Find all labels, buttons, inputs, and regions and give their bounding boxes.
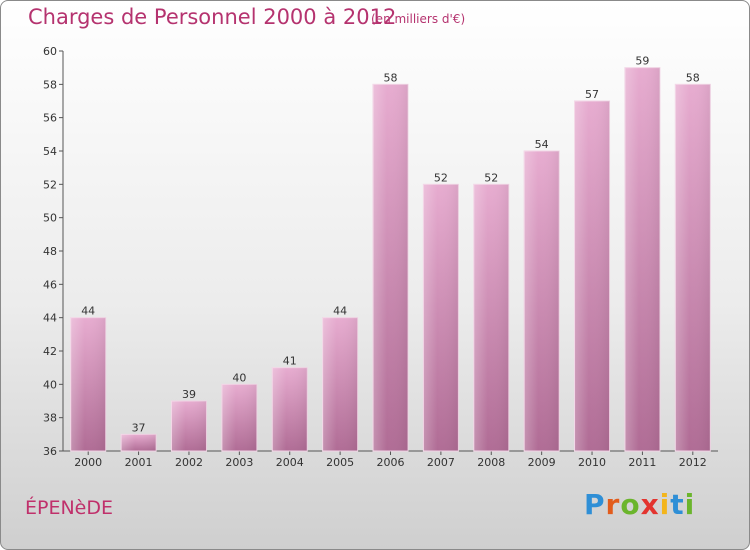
proxiti-logo: Proxiti [584, 488, 695, 521]
y-tick-label: 38 [43, 412, 57, 425]
logo-letter: i [684, 488, 696, 521]
x-axis: 2000 2001 2002 2003 2004 2005 2006 2007 2008 2009… [63, 450, 718, 469]
data-label-2005: 44 [333, 305, 347, 318]
x-tick-label-2005: 2005 [326, 456, 354, 469]
y-tick-label: 48 [43, 245, 57, 258]
x-tick-label-2004: 2004 [276, 456, 304, 469]
y-tick-label: 36 [43, 445, 57, 458]
commune-name: ÉPENèDE [25, 497, 114, 519]
chart-title: Charges de Personnel 2000 à 2012 [28, 5, 397, 29]
y-axis: 36 38 40 42 44 46 48 50 52 54 56 58 60 [43, 45, 64, 458]
bar-sheen-2010 [574, 101, 610, 451]
y-tick-label: 54 [43, 145, 57, 158]
bars: 44 37 39 40 41 44 58 52 52 54 57 59 58 [70, 55, 711, 452]
x-tick-label-2009: 2009 [528, 456, 556, 469]
bar-sheen-2004 [272, 367, 308, 451]
x-tick-label-2003: 2003 [225, 456, 253, 469]
bar-sheen-2012 [675, 84, 711, 451]
bar-sheen-2009 [524, 151, 560, 451]
data-label-2006: 58 [384, 71, 398, 84]
logo-letter: x [640, 488, 660, 521]
x-tick-label-2006: 2006 [377, 456, 405, 469]
bar-sheen-2007 [423, 184, 459, 452]
bar-sheen-2011 [624, 67, 660, 452]
x-tick-label-2002: 2002 [175, 456, 203, 469]
y-tick-label: 50 [43, 212, 57, 225]
bar-sheen-2002 [171, 401, 207, 451]
y-tick-label: 60 [43, 45, 57, 58]
data-label-2010: 57 [585, 88, 599, 101]
y-tick-label: 44 [43, 312, 57, 325]
data-label-2000: 44 [81, 305, 95, 318]
logo-letter: r [605, 488, 621, 521]
data-label-2007: 52 [434, 171, 448, 184]
y-tick-label: 46 [43, 278, 57, 291]
y-tick-label: 58 [43, 78, 57, 91]
data-label-2003: 40 [232, 371, 246, 384]
data-label-2008: 52 [484, 171, 498, 184]
y-tick-label: 40 [43, 378, 57, 391]
bar-sheen-2005 [322, 317, 358, 451]
bar-sheen-2006 [373, 84, 408, 451]
data-label-2009: 54 [535, 138, 549, 151]
x-tick-label-2010: 2010 [578, 456, 606, 469]
y-tick-label: 52 [43, 178, 57, 191]
logo-letter: P [584, 488, 606, 521]
y-tick-label: 56 [43, 112, 57, 125]
bar-sheen-2000 [70, 317, 106, 451]
y-tick-label: 42 [43, 345, 57, 358]
logo-letter: o [620, 488, 641, 521]
x-tick-label-2012: 2012 [679, 456, 707, 469]
chart-unit-note: (en milliers d'€) [371, 12, 466, 26]
bar-sheen-2008 [473, 184, 509, 452]
logo-letter: t [670, 488, 685, 521]
logo-letter: i [659, 488, 671, 521]
x-tick-label-2000: 2000 [74, 456, 102, 469]
data-label-2002: 39 [182, 388, 196, 401]
x-tick-label-2001: 2001 [125, 456, 153, 469]
x-tick-label-2007: 2007 [427, 456, 455, 469]
x-tick-label-2008: 2008 [477, 456, 505, 469]
bar-sheen-2001 [121, 434, 157, 451]
x-tick-label-2011: 2011 [628, 456, 656, 469]
bar-sheen-2003 [221, 384, 257, 451]
data-label-2012: 58 [686, 71, 700, 84]
data-label-2011: 59 [635, 55, 649, 68]
data-label-2004: 41 [283, 355, 297, 368]
data-label-2001: 37 [132, 421, 146, 434]
